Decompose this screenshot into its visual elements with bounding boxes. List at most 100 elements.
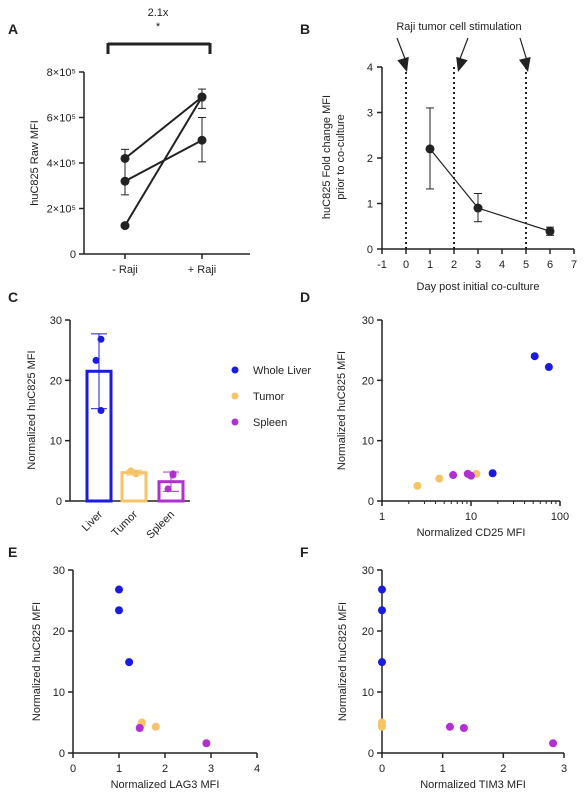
panel-a-y-tick-label: 2×10⁵ [47, 204, 76, 216]
panel-label-b: B [300, 21, 310, 37]
panel-f-y-tick-label: 10 [362, 687, 374, 699]
panel-f-point-whole-liver [378, 585, 386, 594]
panel-b-y-tick-label: 3 [367, 108, 373, 120]
panel-a-pair-line [124, 96, 203, 160]
panel-d-y-tick-label: 30 [362, 315, 374, 327]
panel-a-y-axis-label: huC825 Raw MFI [29, 120, 41, 206]
panel-b-x-tick-label: 0 [403, 259, 409, 271]
panel-b-arrow-head [397, 56, 409, 72]
panel-f-point-spleen [459, 723, 468, 732]
legend-marker-spleen [231, 418, 239, 426]
panel-e-point-whole-liver [125, 658, 134, 667]
panel-e-y-axis-label: Normalized huC825 MFI [31, 602, 43, 721]
panel-e-x-axis-label: Normalized LAG3 MFI [111, 779, 220, 791]
panel-label-e: E [8, 544, 17, 560]
panel-b-y-tick-label: 0 [367, 244, 373, 256]
panel-f-x-tick-label: 3 [561, 763, 567, 775]
panel-f-x-tick-label: 0 [379, 763, 385, 775]
panel-e-point-tumor [151, 722, 160, 731]
panel-f-point-spleen [549, 739, 558, 748]
panel-d-y-tick-label: 10 [362, 436, 374, 448]
legend-label: Spleen [253, 417, 287, 429]
panel-b-x-axis-label: Day post initial co-culture [417, 281, 540, 293]
panel-d-point-tumor [413, 481, 422, 490]
panel-b-y-tick-label: 1 [367, 199, 373, 211]
legend-marker-tumor [231, 392, 239, 400]
panel-c-point [132, 469, 140, 477]
panel-e-y-tick-label: 30 [53, 565, 65, 577]
panel-f-point-whole-liver [378, 658, 386, 667]
panel-a-point [197, 135, 207, 145]
panel-b-point [545, 226, 555, 236]
panel-a-x-tick-label: - Raji [112, 264, 138, 276]
panel-a-y-tick-label: 6×10⁵ [47, 113, 76, 125]
panel-a-x-tick-label: + Raji [188, 264, 216, 276]
panel-label-c: C [8, 289, 18, 305]
panel-d-y-axis-label: Normalized huC825 MFI [336, 351, 348, 470]
panel-d-y-tick-label: 20 [362, 375, 374, 387]
panel-a-point [197, 92, 207, 102]
panel-d-x-tick-label: 100 [551, 511, 569, 523]
panel-c-y-axis-label: Normalized huC825 MFI [26, 350, 38, 469]
legend-label: Whole Liver [253, 365, 311, 377]
panel-b-y-axis-label-line-2: prior to co-culture [335, 114, 347, 200]
panel-a-significance-label: * [156, 21, 161, 33]
panel-f-y-tick-label: 20 [362, 626, 374, 638]
panel-b-x-tick-label: -1 [377, 259, 387, 271]
panel-e-point-spleen [135, 723, 144, 732]
panel-c-bar [120, 471, 148, 503]
panel-d-point-tumor [435, 474, 444, 483]
legend-label: Tumor [253, 391, 285, 403]
panel-d-point-spleen [449, 471, 458, 480]
panel-d-point-spleen [467, 471, 475, 480]
panel-e-x-tick-label: 1 [116, 763, 122, 775]
panel-c-point [164, 485, 172, 493]
panel-e-x-tick-label: 2 [162, 763, 168, 775]
panel-f-point-tumor [378, 722, 386, 731]
panel-a-point [120, 176, 130, 186]
panel-label-a: A [8, 21, 18, 37]
panel-a-point [120, 221, 130, 231]
panel-a-pair-line [124, 96, 203, 227]
panel-b-series-line [477, 207, 551, 232]
panel-b-y-tick-label: 2 [367, 153, 373, 165]
panel-f-y-tick-label: 30 [362, 565, 374, 577]
panel-f-y-tick-label: 0 [368, 748, 374, 760]
panel-d-x-tick-label: 1 [379, 511, 385, 523]
panel-c-point [169, 470, 177, 478]
panel-b-x-tick-label: 5 [523, 259, 529, 271]
panel-c-point [92, 356, 100, 364]
panel-b-arrow-head [456, 56, 468, 72]
panel-d-point-whole-liver [530, 352, 539, 361]
panel-f-x-tick-label: 2 [500, 763, 506, 775]
panel-c-x-tick-label: Liver [80, 508, 106, 534]
panel-e-point-spleen [202, 739, 211, 748]
panel-a-point [120, 153, 130, 163]
panel-c-x-tick-label: Spleen [144, 509, 177, 542]
panel-d-x-tick-label: 10 [465, 511, 477, 523]
panel-label-d: D [300, 289, 310, 305]
panel-b-x-tick-label: 1 [427, 259, 433, 271]
panel-c-y-tick-label: 20 [50, 375, 62, 387]
panel-c-y-tick-label: 10 [50, 436, 62, 448]
panel-d-point-whole-liver [488, 469, 497, 478]
panel-e-x-tick-label: 4 [254, 763, 260, 775]
panel-b-point [425, 144, 435, 154]
panel-e-y-tick-label: 0 [59, 748, 65, 760]
panel-a-y-tick-label: 4×10⁵ [47, 158, 76, 170]
panel-b-y-tick-label: 4 [367, 62, 373, 74]
legend-marker-whole-liver [231, 366, 239, 374]
panel-label-f: F [300, 544, 309, 560]
panel-f-point-spleen [445, 722, 454, 731]
panel-f-y-axis-label: Normalized huC825 MFI [337, 602, 349, 721]
panel-f-point-whole-liver [378, 606, 386, 615]
panel-c-point [97, 335, 105, 343]
panel-b-series-line [429, 148, 479, 209]
panel-d-point-whole-liver [544, 363, 553, 372]
panel-e-y-tick-label: 20 [53, 626, 65, 638]
panel-d-x-axis-label: Normalized CD25 MFI [417, 527, 526, 539]
panel-e-x-tick-label: 3 [208, 763, 214, 775]
panel-c-y-tick-label: 0 [56, 496, 62, 508]
panel-c-y-tick-label: 30 [50, 315, 62, 327]
